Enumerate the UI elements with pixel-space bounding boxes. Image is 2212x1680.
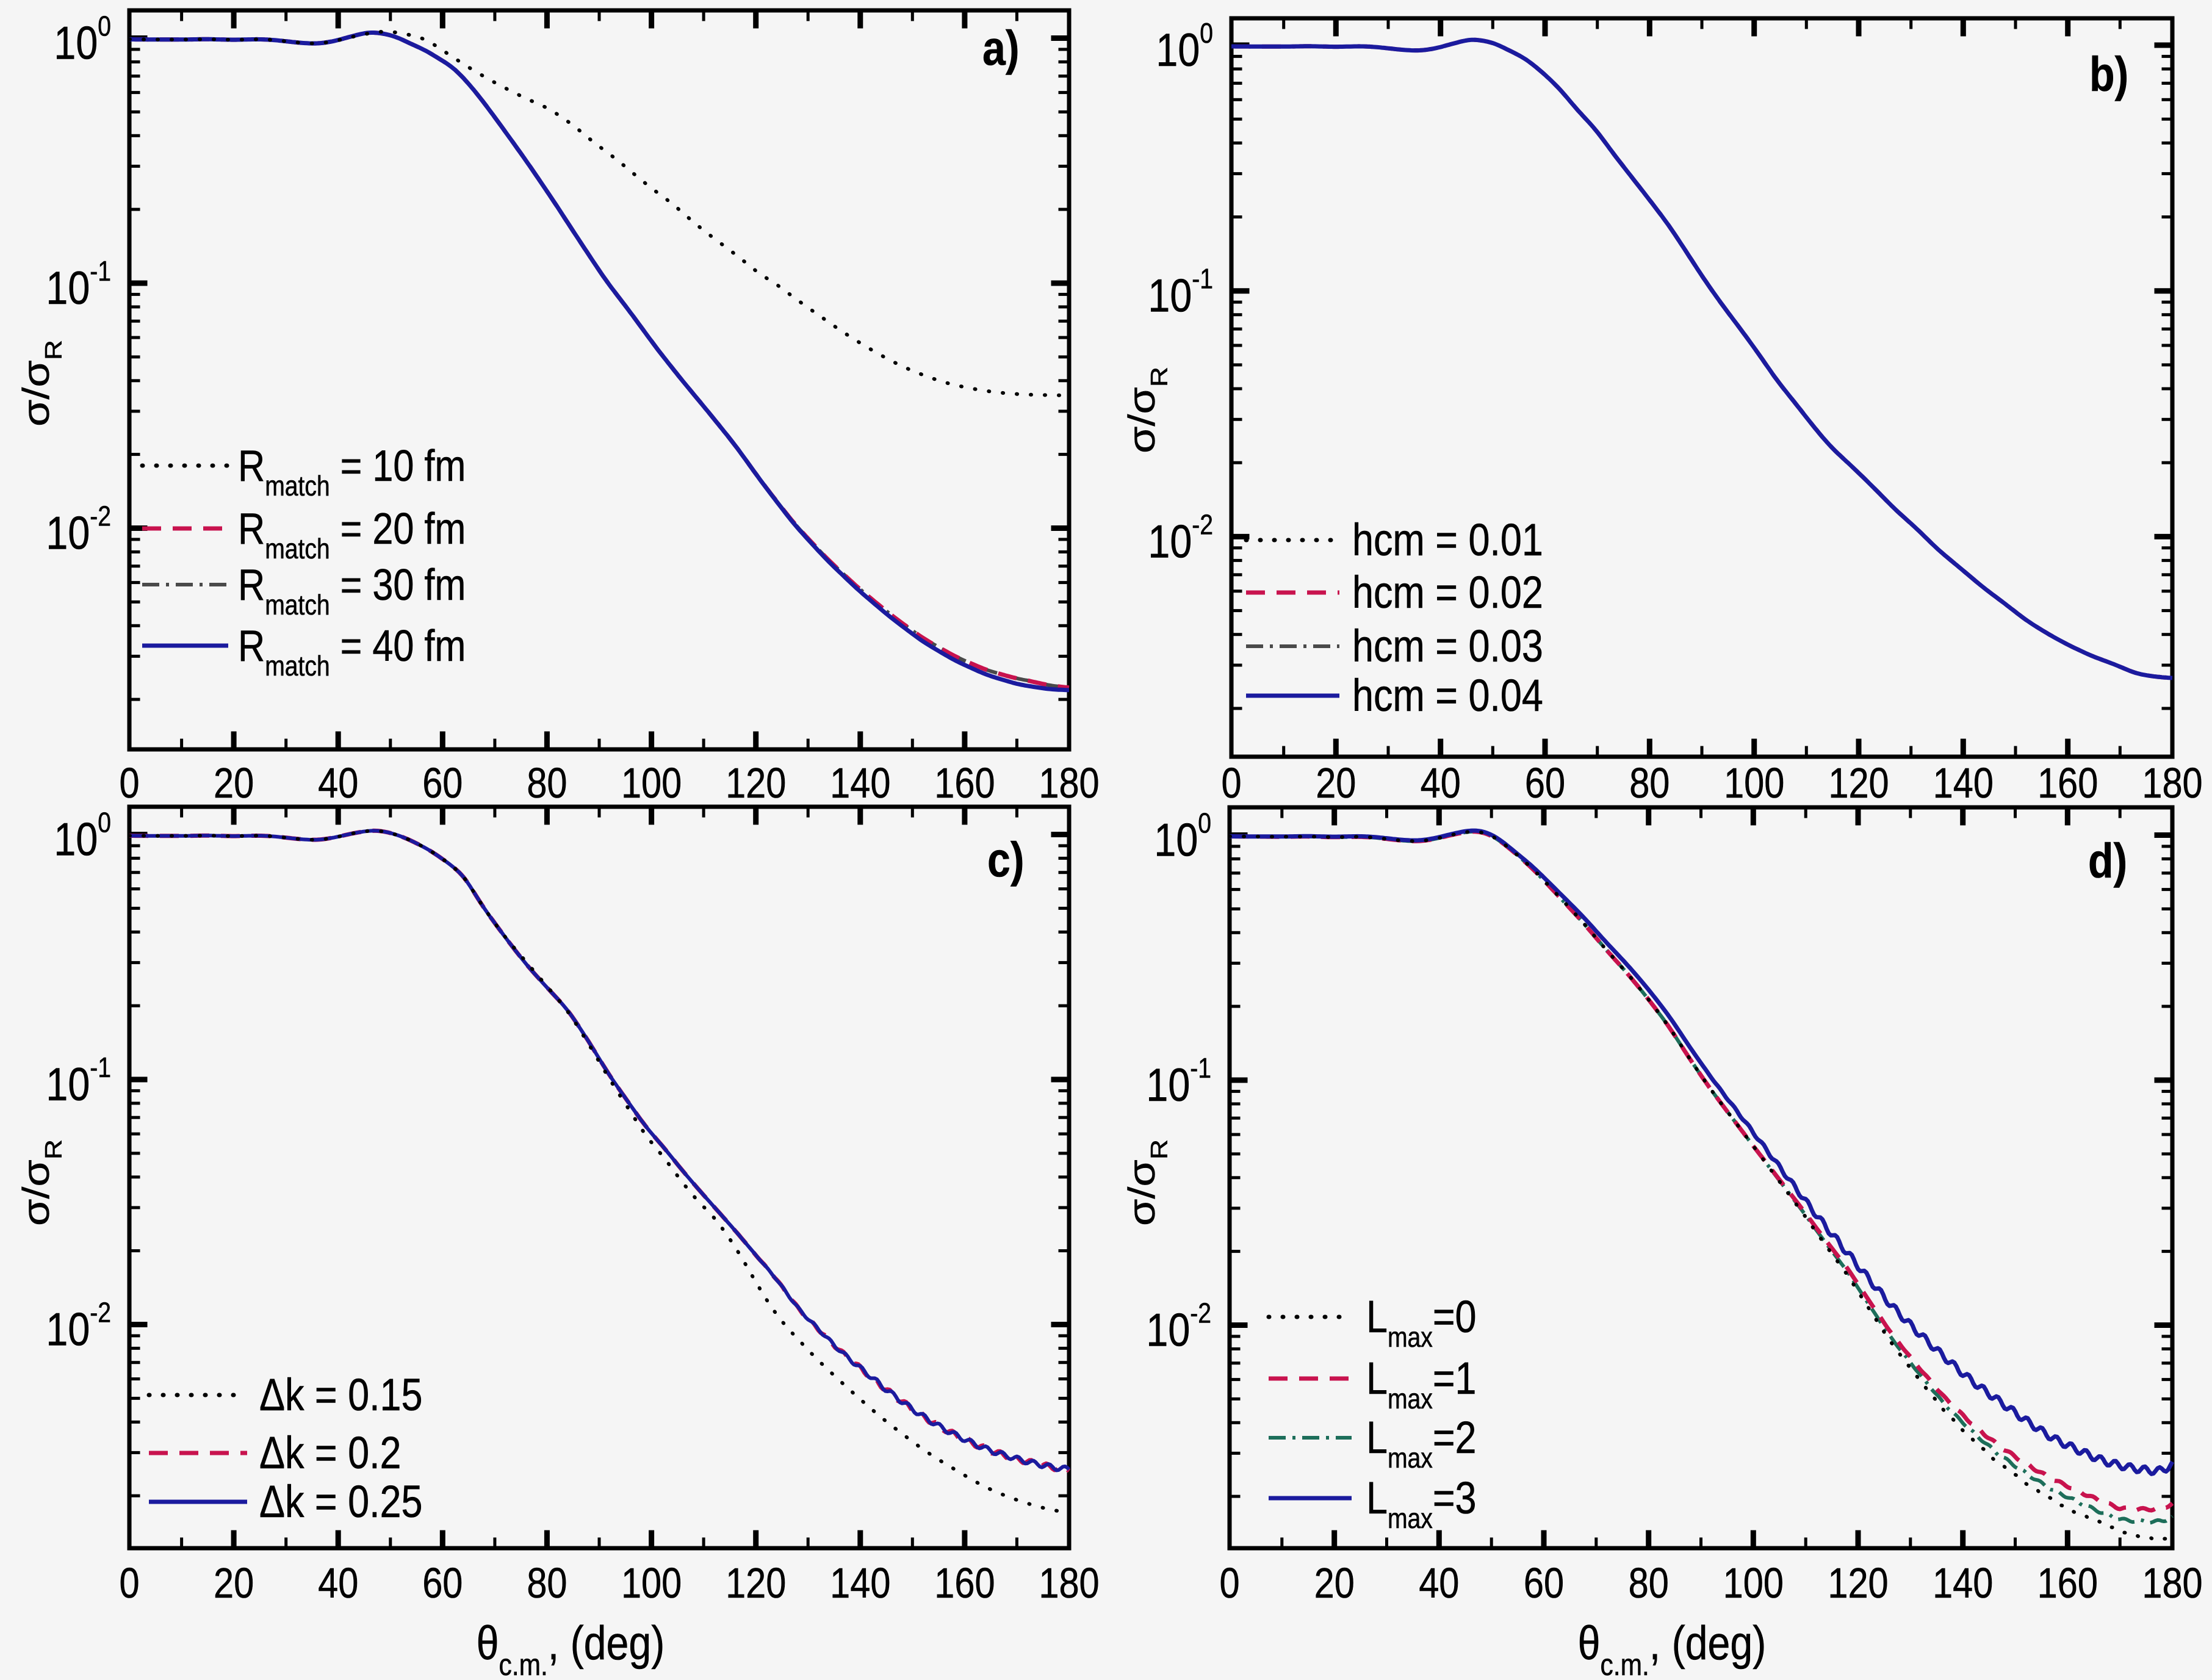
svg-text:120: 120 [726,1559,786,1607]
svg-text:60: 60 [422,1559,463,1607]
svg-text:160: 160 [934,759,995,807]
svg-text:d): d) [2088,834,2127,888]
svg-text:Rmatch = 30 fm: Rmatch = 30 fm [238,561,466,621]
svg-text:0: 0 [1221,759,1241,807]
svg-text:180: 180 [2142,1559,2202,1607]
svg-text:140: 140 [1933,759,1994,807]
svg-text:140: 140 [830,759,890,807]
svg-text:40: 40 [1419,1559,1459,1607]
svg-text:160: 160 [934,1559,995,1607]
svg-text:b): b) [2089,47,2128,101]
svg-text:180: 180 [1039,1559,1099,1607]
svg-text:120: 120 [726,759,786,807]
svg-text:160: 160 [2037,759,2098,807]
svg-text:120: 120 [1828,759,1889,807]
svg-text:160: 160 [2037,1559,2098,1607]
svg-text:100: 100 [1724,759,1784,807]
svg-text:hcm = 0.04: hcm = 0.04 [1352,670,1543,721]
svg-text:20: 20 [214,1559,254,1607]
svg-text:40: 40 [318,1559,358,1607]
svg-text:60: 60 [422,759,463,807]
svg-text:hcm = 0.03: hcm = 0.03 [1352,621,1543,671]
svg-text:0: 0 [119,1559,139,1607]
svg-text:80: 80 [1629,1559,1669,1607]
svg-text:40: 40 [1421,759,1461,807]
svg-text:120: 120 [1828,1559,1888,1607]
svg-text:c): c) [987,832,1024,887]
svg-text:20: 20 [214,759,254,807]
svg-text:100: 100 [621,1559,682,1607]
svg-text:180: 180 [2142,759,2202,807]
svg-text:Δk = 0.2: Δk = 0.2 [259,1427,402,1478]
svg-text:80: 80 [527,759,567,807]
svg-text:hcm = 0.02: hcm = 0.02 [1352,567,1543,618]
svg-text:80: 80 [1629,759,1670,807]
svg-text:Δk = 0.15: Δk = 0.15 [259,1369,423,1420]
svg-text:20: 20 [1314,1559,1355,1607]
svg-text:140: 140 [830,1559,890,1607]
svg-text:Δk = 0.25: Δk = 0.25 [259,1476,423,1527]
svg-text:180: 180 [1039,759,1099,807]
svg-text:100: 100 [1723,1559,1784,1607]
svg-text:60: 60 [1524,1559,1564,1607]
svg-text:0: 0 [119,759,139,807]
svg-text:a): a) [982,21,1019,75]
svg-text:Lmax=3: Lmax=3 [1366,1473,1477,1535]
svg-text:60: 60 [1525,759,1565,807]
svg-text:10-2: 10-2 [1146,1298,1211,1356]
svg-text:hcm = 0.01: hcm = 0.01 [1352,514,1543,565]
svg-text:100: 100 [621,759,682,807]
svg-text:40: 40 [318,759,358,807]
svg-text:0: 0 [1219,1559,1239,1607]
svg-text:140: 140 [1933,1559,1993,1607]
svg-text:80: 80 [527,1559,567,1607]
svg-text:20: 20 [1316,759,1356,807]
